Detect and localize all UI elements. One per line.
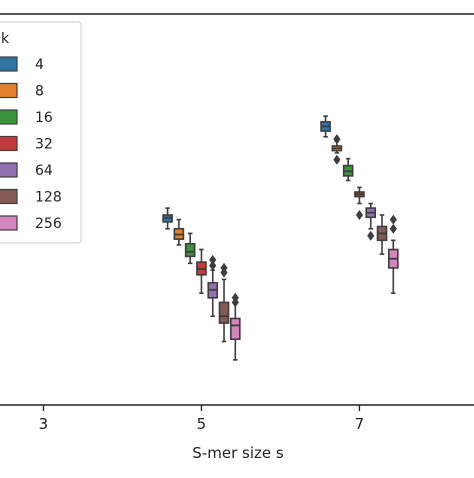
- flier-point: [355, 210, 364, 220]
- box-s7-k32: [354, 186, 365, 220]
- box-s7-k256: [387, 214, 399, 295]
- x-tick-label: 5: [197, 415, 207, 433]
- box-s7-k8: [331, 134, 343, 165]
- box-s5-k32: [196, 248, 207, 295]
- legend: k 4 8 16 32 64 128 256: [0, 21, 82, 244]
- flier-point: [231, 297, 239, 308]
- flier-point: [389, 223, 397, 234]
- box-s7-k64: [365, 202, 377, 241]
- box-iqr: [218, 301, 230, 324]
- x-tick-label: 3: [39, 415, 49, 433]
- flier-point: [209, 254, 217, 265]
- legend-entries: 4 8 16 32 64 128 256: [0, 56, 62, 232]
- box-s5-k64: [207, 254, 219, 318]
- flier-point: [209, 260, 217, 271]
- x-tick-label: 7: [355, 415, 365, 433]
- flier-point: [389, 214, 397, 225]
- legend-title: k: [1, 31, 10, 47]
- legend-label: 128: [35, 190, 62, 206]
- box-iqr: [229, 317, 241, 341]
- legend-swatch: [0, 82, 18, 99]
- box-s5-k16: [184, 232, 196, 265]
- x-axis-label: S-mer size s: [192, 444, 284, 462]
- box-s7-k128: [376, 214, 388, 255]
- legend-label: 4: [35, 57, 44, 73]
- box-s5-k4: [162, 207, 173, 230]
- flier-point: [220, 267, 228, 278]
- box-s5-k128: [218, 262, 230, 343]
- box-iqr: [184, 242, 196, 258]
- legend-label: 256: [35, 216, 62, 232]
- legend-swatch: [0, 188, 18, 205]
- legend-swatch: [0, 135, 18, 152]
- flier-point: [333, 154, 341, 165]
- legend-label: 32: [35, 137, 53, 153]
- box-s5-k256: [229, 292, 241, 361]
- legend-label: 16: [35, 110, 53, 126]
- box-s7-k16: [342, 157, 354, 182]
- axes-layer: [0, 13, 474, 406]
- legend-swatch: [0, 162, 18, 178]
- boxes-layer: [162, 115, 399, 361]
- legend-frame: [0, 21, 82, 244]
- legend-label: 8: [35, 84, 44, 100]
- box-s7-k4: [320, 115, 331, 138]
- legend-swatch: [0, 56, 18, 72]
- flier-point: [367, 230, 375, 241]
- legend-swatch: [0, 109, 18, 125]
- x-ticks: 3 5 7: [39, 405, 365, 433]
- legend-swatch: [0, 215, 18, 231]
- box-s5-k8: [173, 218, 185, 246]
- flier-point: [333, 134, 341, 145]
- legend-label: 64: [35, 163, 53, 179]
